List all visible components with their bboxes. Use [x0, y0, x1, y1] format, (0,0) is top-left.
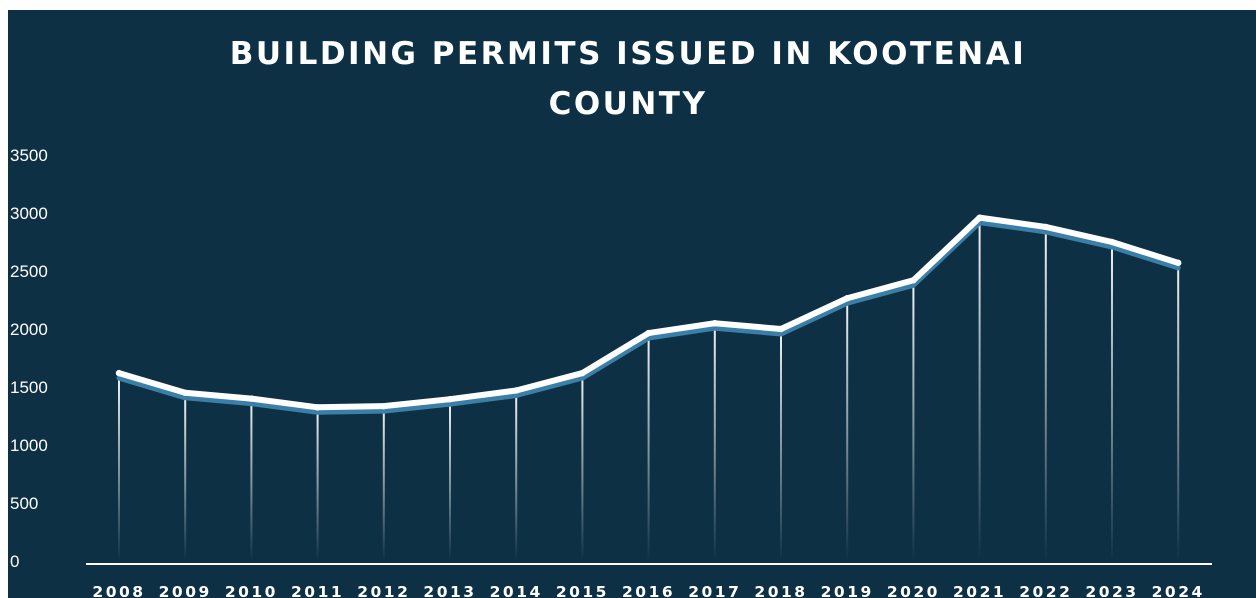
- x-tick-label: 2022: [1019, 583, 1072, 598]
- drop-line: [978, 217, 981, 561]
- drop-line: [184, 392, 187, 561]
- drop-line: [515, 390, 518, 561]
- data-point: [1108, 238, 1116, 246]
- x-tick-label: 2010: [225, 583, 278, 598]
- x-tick-label: 2024: [1152, 583, 1205, 598]
- x-axis-ticks: 2008 2009 2010 2011 2012 2013 2014 2015 2016 2017…: [92, 583, 1205, 598]
- chart-title-line-1: BUILDING PERMITS ISSUED IN KOOTENAI: [229, 36, 1027, 72]
- data-point: [844, 295, 851, 302]
- data-point: [314, 404, 321, 411]
- drop-line: [1177, 262, 1180, 561]
- chart-panel: [8, 10, 1256, 598]
- y-tick-label: 1000: [10, 436, 48, 455]
- drop-line: [713, 323, 716, 561]
- x-tick-label: 2023: [1085, 583, 1138, 598]
- x-tick-label: 2009: [159, 583, 212, 598]
- drop-lines: [118, 217, 1180, 562]
- data-point: [182, 389, 189, 396]
- data-point: [1042, 223, 1050, 231]
- x-tick-label: 2020: [887, 583, 940, 598]
- x-tick-label: 2017: [688, 583, 741, 598]
- x-tick-label: 2011: [291, 583, 344, 598]
- series-lines: [115, 214, 1182, 415]
- data-point: [446, 395, 454, 403]
- x-tick-label: 2016: [622, 583, 675, 598]
- x-tick-label: 2014: [490, 583, 543, 598]
- x-tick-label: 2008: [92, 583, 145, 598]
- drop-line: [912, 280, 915, 561]
- drop-line: [382, 406, 385, 561]
- data-point: [910, 277, 917, 284]
- data-point: [380, 402, 387, 410]
- x-tick-label: 2018: [754, 583, 807, 598]
- drop-line: [780, 329, 782, 561]
- data-point: [645, 329, 652, 337]
- drop-line: [1044, 226, 1047, 562]
- y-tick-label: 2000: [10, 320, 48, 339]
- y-tick-label: 0: [10, 552, 19, 571]
- drop-line: [581, 373, 584, 561]
- y-tick-label: 2500: [10, 262, 48, 281]
- y-tick-label: 3500: [10, 146, 48, 165]
- chart-title-line-2: COUNTY: [548, 86, 708, 122]
- drop-line: [449, 399, 451, 561]
- y-axis-ticks: 0 500 1000 1500 2000 2500 3000 3500: [10, 146, 48, 571]
- drop-line: [250, 398, 253, 561]
- data-point: [115, 369, 123, 377]
- y-tick-label: 3000: [10, 204, 48, 223]
- drop-line: [647, 333, 650, 561]
- y-tick-label: 1500: [10, 378, 48, 397]
- drop-line: [118, 373, 120, 561]
- x-tick-label: 2012: [357, 583, 410, 598]
- x-tick-label: 2021: [953, 583, 1006, 598]
- drop-line: [846, 298, 849, 561]
- drop-line: [316, 407, 319, 561]
- x-tick-label: 2013: [423, 583, 476, 598]
- series-shadow-line: [116, 220, 1181, 415]
- drop-line: [1111, 242, 1113, 561]
- data-point: [1175, 259, 1182, 267]
- x-tick-label: 2015: [556, 583, 609, 598]
- data-point: [513, 387, 520, 394]
- data-point: [579, 369, 586, 377]
- data-point: [248, 395, 255, 402]
- data-point: [777, 325, 785, 333]
- data-point: [711, 320, 718, 327]
- data-point: [976, 214, 983, 221]
- y-tick-label: 500: [10, 494, 38, 513]
- x-tick-label: 2019: [821, 583, 874, 598]
